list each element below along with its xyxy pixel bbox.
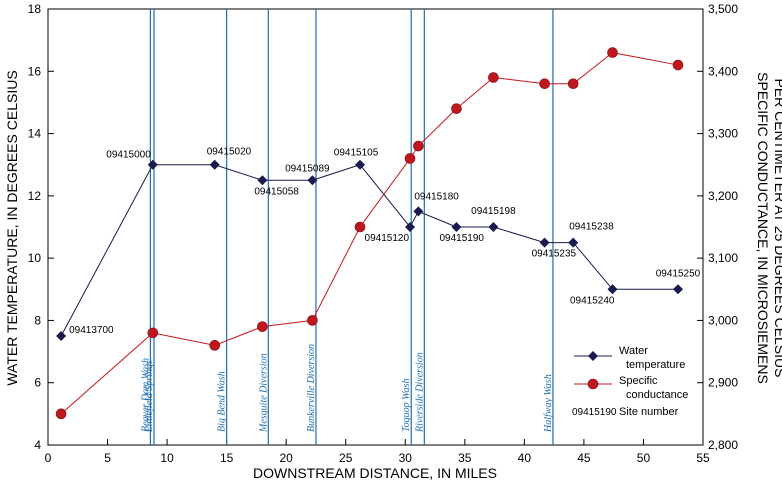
legend: Water temperature Specific conductance 0… [572,345,688,418]
x-tick-label: 0 [45,451,52,465]
y-axis-title-right-line1: SPECIFIC CONDUCTANCE, IN MICROSIEMENS [755,72,771,384]
site-label: 09415020 [207,147,252,158]
site-label: 09415058 [254,186,299,197]
x-tick-label: 25 [339,451,353,465]
data-point-conductance [451,103,462,114]
site-label: 09415190 [439,233,484,244]
data-point-conductance [488,72,499,83]
boundary-label: Bunkerville Diversion [306,344,317,432]
site-labels: 09413700 09415000 09415020 09415058 09415089… [69,147,701,336]
y-axis-title-right-line2: PER CENTIMETER AT 25 DEGREES CELSIUS [772,78,782,377]
x-tick-label: 45 [577,451,591,465]
x-tick-label: 35 [458,451,472,465]
data-point-water [488,222,499,232]
x-tick-label: 40 [518,451,532,465]
site-label: 09415089 [285,163,330,174]
y-axis-title-left: WATER TEMPERATURE, IN DEGREES CELSIUS [4,70,20,385]
x-tick-label: 5 [104,451,111,465]
data-point-water [607,284,618,295]
legend-water-label-2: temperature [626,359,685,371]
site-label: 09415238 [569,222,614,233]
legend-site-label: Site number [619,406,679,418]
y-tick-label-right: 3,200 [708,189,738,203]
x-tick-label: 20 [280,451,294,465]
legend-cond-marker [587,378,599,390]
boundary-label: Littlefield Springs [144,360,155,433]
y-tick-label-left: 10 [28,251,42,265]
legend-cond-label-2: conductance [626,389,688,401]
x-tick-label: 30 [399,451,413,465]
legend-water-marker [588,351,598,361]
axis-ticks: 0 5 10 15 20 25 30 35 40 45 50 55 4 6 8 10 12 14 16 18 2,800… [28,2,739,465]
boundary-label: Riverside Diversion [414,352,425,433]
y-tick-label-left: 14 [28,127,42,141]
data-point-conductance [539,78,550,90]
site-label: 09415120 [365,233,410,244]
y-tick-label-left: 18 [28,2,42,16]
data-point-water [568,237,579,248]
data-point-conductance [607,47,618,58]
data-point-conductance [257,321,268,332]
data-point-water [307,175,318,186]
legend-site-example: 09415190 [572,407,617,418]
site-label: 09415198 [471,206,516,217]
legend-water-label-1: Water [619,345,648,357]
y-tick-label-left: 6 [34,376,41,390]
y-tick-label-left: 4 [34,438,41,452]
boundary-label: Beaver Dam Wash [140,358,151,432]
data-point-water [539,237,550,248]
data-point-conductance [147,327,159,339]
x-tick-label: 50 [637,451,651,465]
data-point-water [413,206,424,217]
y-tick-label-right: 2,800 [708,438,738,452]
boundary-label: Toquop Wash [401,379,412,432]
y-tick-label-right: 3,400 [708,64,738,78]
y-tick-label-left: 8 [34,313,41,327]
site-label: 09415250 [656,268,701,279]
y-tick-label-left: 16 [28,64,42,78]
y-tick-label-right: 3,300 [708,127,738,141]
site-label: 09413700 [69,325,114,336]
data-point-conductance [567,78,579,90]
x-tick-label: 55 [696,451,710,465]
boundary-label: Mesquite Diversion [258,353,269,433]
site-label: 09415105 [334,148,379,159]
data-point-water [147,159,158,170]
y-tick-label-right: 3,500 [708,2,738,16]
data-series [55,47,684,420]
plot-area [47,8,704,446]
boundary-label: Big Bend Wash [217,371,228,432]
data-point-conductance [413,140,424,152]
legend-cond-label-1: Specific [619,375,658,387]
data-point-conductance [672,59,684,71]
y-tick-label-right: 2,900 [708,376,738,390]
y-tick-label-right: 3,100 [708,251,738,265]
site-label: 09415180 [414,191,459,202]
x-tick-label: 15 [220,451,234,465]
x-tick-label: 10 [160,451,174,465]
site-label: 09415240 [570,295,615,306]
boundary-label: Halfway Wash [543,374,554,433]
data-point-water [257,175,268,186]
data-point-conductance [55,408,67,420]
y-tick-label-right: 3,000 [708,313,738,327]
x-axis-title: DOWNSTREAM DISTANCE, IN MILES [253,465,497,481]
data-point-water [209,159,220,170]
data-point-water [56,331,67,341]
data-point-conductance [404,153,416,164]
data-point-water [451,222,462,232]
data-point-conductance [209,340,221,351]
site-label: 09415000 [106,150,151,161]
data-point-water [405,222,416,232]
site-label: 09415235 [532,249,577,260]
data-point-conductance [307,315,318,326]
data-point-conductance [354,221,366,233]
y-tick-label-left: 12 [28,189,42,203]
data-point-water [672,284,683,295]
data-point-water [355,159,366,170]
